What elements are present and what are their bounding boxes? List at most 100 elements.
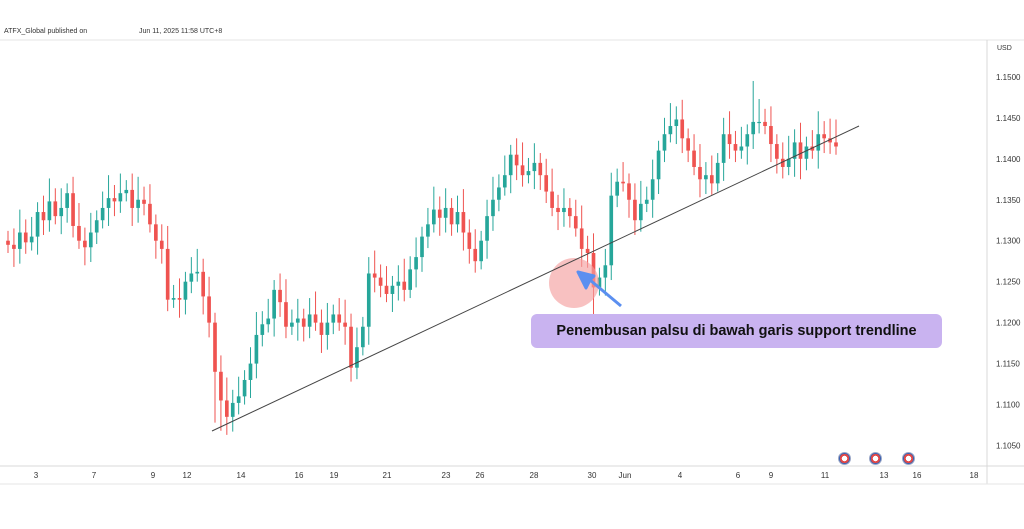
candle-body: [680, 119, 685, 139]
y-tick-label: 1.1400: [996, 155, 1021, 164]
candle-body: [751, 121, 756, 135]
candle-body: [715, 162, 720, 184]
x-tick-label: 19: [330, 471, 339, 480]
candle-body: [136, 199, 140, 208]
candle-body: [769, 126, 773, 145]
candle-body: [757, 121, 761, 124]
candle-body: [532, 162, 537, 172]
candle-body: [213, 322, 217, 372]
support-trendline: [211, 125, 860, 432]
y-tick-label: 1.1500: [996, 73, 1021, 82]
candle-body: [378, 277, 383, 286]
x-tick-label: 3: [34, 471, 39, 480]
candle-body: [313, 314, 318, 323]
annotation-arrow: [576, 270, 622, 308]
us-flag-icon[interactable]: [838, 452, 851, 465]
candle-body: [230, 402, 235, 417]
candle-body: [171, 298, 176, 300]
candle-body: [343, 322, 347, 327]
candle-body: [798, 142, 803, 159]
candle-body: [745, 134, 750, 147]
candle-body: [733, 144, 738, 151]
candle-body: [585, 248, 590, 253]
candle-body: [686, 138, 690, 151]
candle-body: [272, 289, 276, 319]
x-tick-label: 13: [880, 471, 889, 480]
x-tick-label: 28: [530, 471, 539, 480]
candle-body: [692, 150, 696, 167]
candle-body: [526, 171, 531, 176]
candle-body: [29, 236, 34, 243]
candle-body: [609, 195, 614, 266]
candle-body: [207, 296, 211, 323]
candle-body: [148, 203, 152, 225]
candle-body: [514, 154, 519, 166]
y-tick-label: 1.1200: [996, 319, 1021, 328]
candle-body: [485, 216, 489, 241]
candle-body: [568, 207, 572, 217]
candle-body: [822, 134, 827, 139]
candle-body: [656, 150, 661, 180]
candle-body: [361, 326, 365, 348]
candle-body: [307, 314, 312, 327]
candle-body: [573, 216, 578, 229]
candle-body: [366, 273, 371, 327]
candle-body: [627, 183, 631, 200]
candle-body: [775, 144, 779, 159]
candle-body: [254, 334, 259, 364]
candle-body: [633, 199, 637, 221]
candle-body: [449, 207, 454, 225]
candle-body: [295, 318, 300, 323]
candle-body: [437, 209, 442, 218]
candle-body: [674, 119, 679, 127]
candle-body: [615, 181, 620, 196]
candle-body: [414, 257, 418, 270]
candle-body: [467, 232, 472, 249]
candle-body: [77, 225, 81, 241]
candle-body: [739, 146, 744, 151]
candle-body: [384, 285, 389, 294]
candle-body: [721, 134, 726, 163]
candle-body: [426, 224, 430, 237]
candle-body: [355, 347, 359, 368]
candle-body: [396, 281, 401, 286]
candle-body: [124, 189, 129, 194]
candle-body: [337, 314, 342, 323]
candle-body: [12, 244, 16, 249]
x-tick-label: 12: [183, 471, 192, 480]
candle-body: [455, 212, 460, 225]
annotation-box: Penembusan palsu di bawah garis support …: [531, 314, 942, 348]
candle-body: [47, 201, 52, 221]
x-tick-label: 16: [913, 471, 922, 480]
y-tick-label: 1.1050: [996, 442, 1021, 451]
candle-body: [94, 220, 99, 233]
x-tick-label: 18: [970, 471, 979, 480]
annotation-text: Penembusan palsu di bawah garis support …: [556, 323, 917, 339]
us-flag-icon[interactable]: [902, 452, 915, 465]
candle-body: [189, 273, 194, 282]
candle-body: [638, 203, 643, 221]
candle-body: [88, 232, 93, 248]
candle-body: [644, 199, 649, 204]
candle-body: [165, 248, 170, 300]
candle-body: [112, 198, 117, 202]
candle-body: [154, 224, 158, 241]
candle-body: [6, 240, 10, 245]
candle-body: [260, 324, 265, 335]
candle-body: [301, 318, 306, 327]
candle-body: [35, 212, 40, 237]
candle-body: [834, 142, 838, 147]
candle-body: [668, 126, 673, 135]
x-tick-label: 11: [821, 471, 830, 480]
us-flag-icon[interactable]: [869, 452, 882, 465]
candle-body: [556, 207, 560, 213]
candle-body: [597, 277, 602, 288]
candle-body: [195, 271, 200, 274]
x-tick-label: 21: [383, 471, 392, 480]
candle-body: [497, 187, 501, 200]
candle-body: [183, 281, 188, 300]
candle-body: [804, 146, 809, 159]
candle-body: [579, 228, 584, 249]
candle-body: [100, 207, 105, 221]
